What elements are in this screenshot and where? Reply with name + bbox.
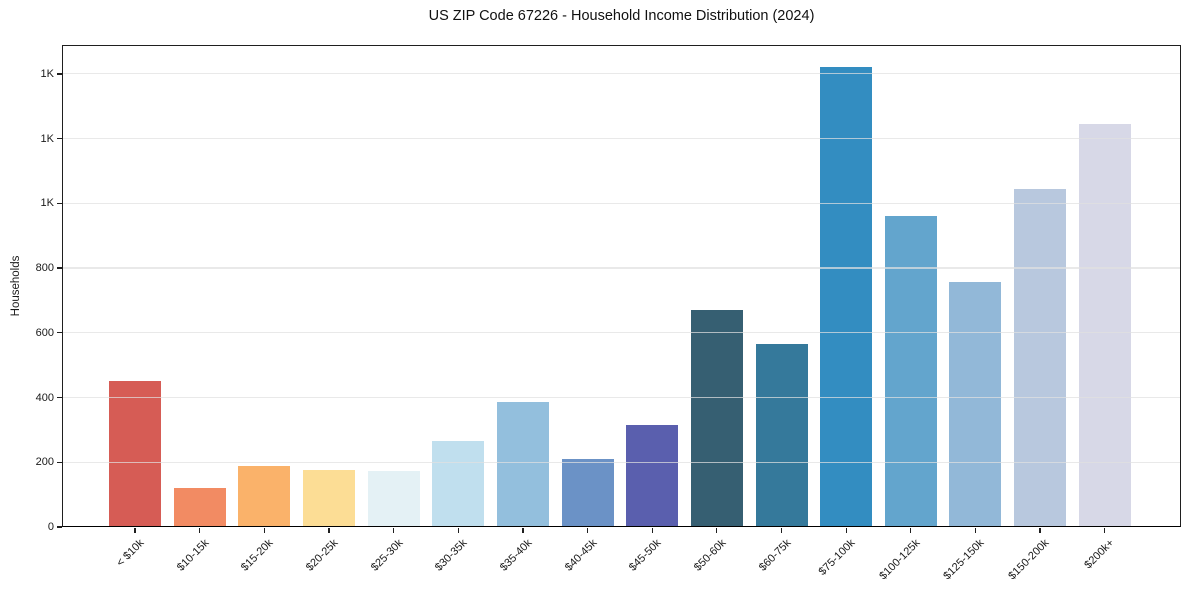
x-tick-label: $35-40k: [497, 537, 535, 574]
x-tick-label: $25-30k: [368, 537, 406, 574]
x-tick-mark: [134, 528, 136, 533]
bar: [432, 440, 485, 527]
x-tick-mark: [392, 528, 395, 533]
bar: [820, 66, 873, 527]
x-tick-mark: [974, 528, 977, 533]
x-tick-mark: [1104, 528, 1106, 533]
x-tick-mark: [651, 528, 653, 533]
y-tick-label: 400: [35, 391, 54, 404]
x-tick-label: $30-35k: [433, 537, 470, 574]
gridline: [62, 267, 1181, 269]
bar: [1078, 123, 1131, 527]
x-tick-label: < $10k: [114, 537, 147, 570]
x-tick-label: $50-60k: [691, 537, 729, 574]
x-tick-mark: [522, 528, 524, 533]
x-tick-label: $20-25k: [303, 537, 341, 574]
x-tick-label: $150-200k: [1006, 537, 1052, 583]
gridline: [62, 396, 1181, 399]
y-tick-label: 800: [35, 262, 54, 275]
y-tick-mark: [57, 137, 62, 140]
bar: [109, 381, 161, 527]
y-tick-label: 1K: [40, 132, 54, 145]
bar: [626, 424, 679, 527]
gridline: [62, 137, 1181, 140]
plot-area: [62, 45, 1181, 527]
y-tick-mark: [57, 267, 62, 269]
bar: [496, 401, 549, 527]
x-tick-mark: [910, 528, 912, 533]
x-tick-label: $125-150k: [941, 537, 987, 583]
bar: [690, 310, 743, 527]
x-tick-mark: [586, 528, 589, 533]
x-tick-mark: [780, 528, 783, 533]
y-tick-label: 600: [35, 326, 54, 339]
x-tick-label: $200k+: [1082, 537, 1117, 572]
x-tick-label: $15-20k: [239, 537, 276, 574]
bar: [302, 469, 355, 527]
x-tick-label: $40-45k: [562, 537, 600, 574]
x-tick-mark: [328, 528, 330, 533]
x-tick-label: $100-125k: [877, 537, 923, 583]
y-tick-label: 0: [47, 521, 54, 533]
x-tick-mark: [845, 528, 847, 533]
bar: [367, 471, 420, 527]
gridline: [62, 73, 1181, 75]
bar: [173, 487, 226, 527]
x-tick-mark: [716, 528, 718, 533]
x-tick-mark: [263, 528, 265, 533]
y-tick-mark: [57, 332, 62, 334]
gridline: [62, 332, 1181, 334]
bar: [238, 465, 291, 527]
x-tick-label: $75-100k: [816, 537, 858, 578]
y-tick-label: 1K: [40, 67, 54, 80]
y-tick-mark: [57, 73, 62, 75]
bar: [755, 344, 808, 527]
y-tick-mark: [57, 461, 62, 463]
bar: [884, 216, 937, 527]
x-tick-label: $60-75k: [756, 537, 793, 574]
chart-title: US ZIP Code 67226 - Household Income Dis…: [428, 8, 815, 24]
y-tick-label: 200: [35, 456, 54, 469]
x-tick-mark: [457, 528, 459, 533]
x-tick-label: $10-15k: [174, 537, 212, 574]
gridline: [62, 202, 1181, 204]
gridline: [62, 461, 1181, 463]
x-tick-mark: [199, 528, 201, 533]
y-tick-label: 1K: [40, 197, 54, 210]
x-tick-mark: [1039, 528, 1041, 533]
y-tick-mark: [57, 202, 62, 204]
y-tick-mark: [57, 526, 62, 528]
y-tick-mark: [57, 396, 62, 399]
x-tick-label: $45-50k: [627, 537, 664, 574]
bar: [949, 281, 1002, 527]
bar: [561, 459, 614, 527]
bar: [1014, 189, 1067, 527]
